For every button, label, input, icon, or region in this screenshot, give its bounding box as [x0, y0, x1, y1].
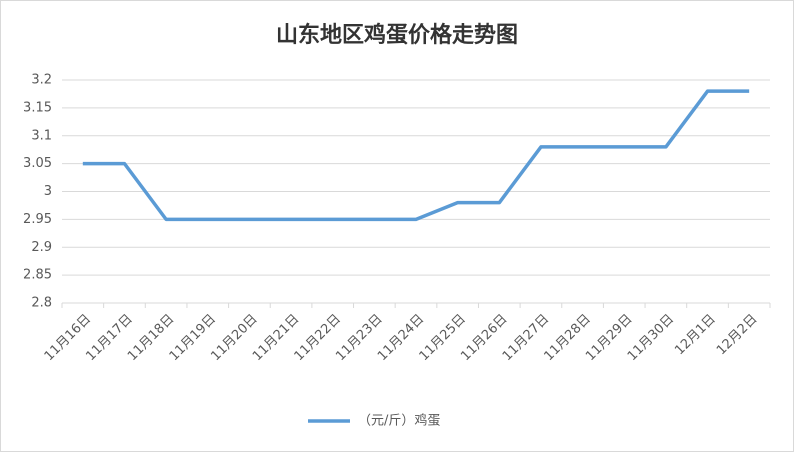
- y-tick-label: 3.1: [31, 128, 52, 143]
- y-tick-label: 3.2: [31, 73, 52, 88]
- y-tick-label: 3.05: [23, 156, 52, 171]
- y-tick-label: 2.8: [31, 296, 52, 311]
- y-tick-label: 3: [44, 184, 52, 199]
- chart-title: 山东地区鸡蛋价格走势图: [276, 22, 518, 48]
- y-tick-label: 2.9: [31, 240, 52, 255]
- legend-label: （元/斤）鸡蛋: [358, 413, 440, 429]
- y-tick-label: 2.85: [23, 268, 52, 283]
- line-series: [82, 89, 750, 222]
- y-tick-label: 2.95: [23, 212, 52, 227]
- y-tick-label: 3.15: [23, 100, 52, 115]
